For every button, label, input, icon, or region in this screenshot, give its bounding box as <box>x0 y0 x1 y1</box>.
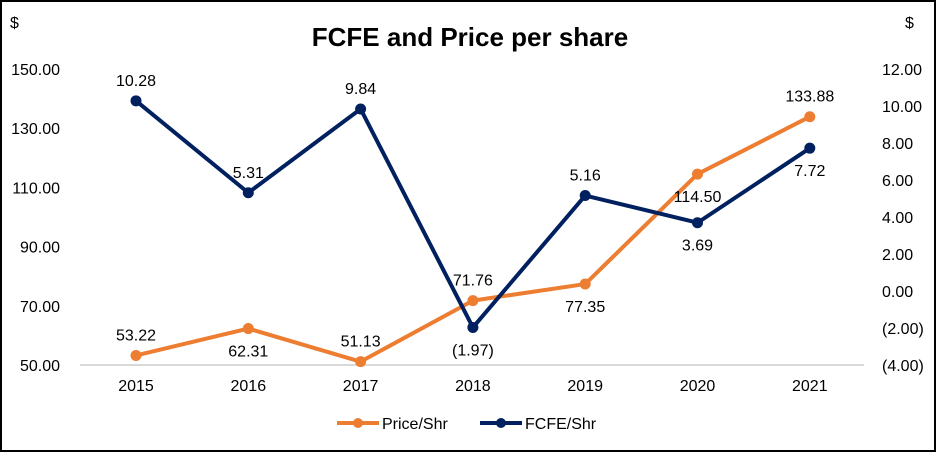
data-point[interactable] <box>692 168 703 180</box>
data-label: 5.16 <box>570 168 601 185</box>
right-axis-tick-label: 8.00 <box>882 136 913 153</box>
legend-item-price[interactable]: Price/Shr <box>337 416 448 433</box>
data-point[interactable] <box>579 190 591 202</box>
left-axis-tick-label: 130.00 <box>11 121 60 138</box>
right-axis-tick-label: (2.00) <box>882 321 924 338</box>
data-label: 133.88 <box>785 89 834 106</box>
data-point[interactable] <box>804 142 816 154</box>
right-axis-tick-label: 6.00 <box>882 173 913 190</box>
data-label: 7.72 <box>794 163 825 180</box>
legend-swatch-fcfe-marker <box>496 418 506 428</box>
right-axis-tick-label: 12.00 <box>882 62 922 79</box>
left-axis-tick-label: 50.00 <box>20 358 60 375</box>
data-point[interactable] <box>242 187 254 199</box>
chart-title: FCFE and Price per share <box>312 22 628 52</box>
legend-item-fcfe[interactable]: FCFE/Shr <box>480 416 597 433</box>
right-axis-tick-label: 10.00 <box>882 99 922 116</box>
left-axis-tick-label: 150.00 <box>11 62 60 79</box>
data-label: 51.13 <box>341 334 381 351</box>
data-point[interactable] <box>467 295 479 307</box>
series-fcfe-shr: 10.28 5.31 9.84 (1.97) 5.16 3.69 7.72 <box>116 73 825 360</box>
data-label: 114.50 <box>674 189 722 206</box>
legend: Price/Shr FCFE/Shr <box>337 416 597 433</box>
series-price-shr: 53.22 62.31 51.13 71.76 77.35 114.50 133.88 <box>116 89 834 368</box>
data-label: 5.31 <box>233 165 264 182</box>
data-label: 9.84 <box>345 81 376 98</box>
data-label: 10.28 <box>116 73 156 90</box>
left-axis: 150.00 130.00 110.00 90.00 70.00 50.00 <box>11 62 60 375</box>
right-axis-tick-label: 4.00 <box>882 210 913 227</box>
left-axis-tick-label: 70.00 <box>20 299 60 316</box>
x-axis: 2015 2016 2017 2018 2019 2020 2021 <box>118 378 827 395</box>
data-point[interactable] <box>355 356 367 368</box>
data-label: 77.35 <box>565 299 605 316</box>
x-axis-tick-label: 2016 <box>231 378 267 395</box>
x-axis-tick-label: 2021 <box>792 378 828 395</box>
data-label: 53.22 <box>116 327 156 344</box>
right-axis-unit: $ <box>905 15 914 32</box>
data-point[interactable] <box>355 103 367 115</box>
series-layer: 53.2262.3151.1371.7677.35114.50133.8810.… <box>116 73 834 368</box>
data-point[interactable] <box>242 323 254 335</box>
data-point[interactable] <box>579 278 591 290</box>
legend-swatch-price-marker <box>353 418 363 428</box>
x-axis-tick-label: 2019 <box>567 378 603 395</box>
right-axis-tick-label: (4.00) <box>882 358 924 375</box>
right-axis-tick-label: 2.00 <box>882 247 913 264</box>
x-axis-tick-label: 2017 <box>343 378 379 395</box>
left-axis-unit: $ <box>10 15 19 32</box>
series-line <box>134 99 811 330</box>
legend-label-fcfe: FCFE/Shr <box>525 416 597 433</box>
x-axis-tick-label: 2015 <box>118 378 154 395</box>
right-axis-tick-label: 0.00 <box>882 284 913 301</box>
data-label: 62.31 <box>228 344 268 361</box>
x-axis-tick-label: 2020 <box>680 378 716 395</box>
right-axis: 12.00 10.00 8.00 6.00 4.00 2.00 0.00 (2.00) (4.0… <box>882 62 924 375</box>
data-point[interactable] <box>692 217 703 229</box>
data-point[interactable] <box>804 111 816 123</box>
legend-label-price: Price/Shr <box>382 416 448 433</box>
data-label: 3.69 <box>682 238 713 255</box>
data-label: (1.97) <box>452 342 494 359</box>
data-label: 71.76 <box>453 273 493 290</box>
left-axis-tick-label: 110.00 <box>12 180 60 197</box>
x-axis-tick-label: 2018 <box>455 378 491 395</box>
left-axis-tick-label: 90.00 <box>20 240 60 257</box>
data-point[interactable] <box>130 95 142 107</box>
data-point[interactable] <box>467 321 479 333</box>
data-point[interactable] <box>130 349 142 361</box>
